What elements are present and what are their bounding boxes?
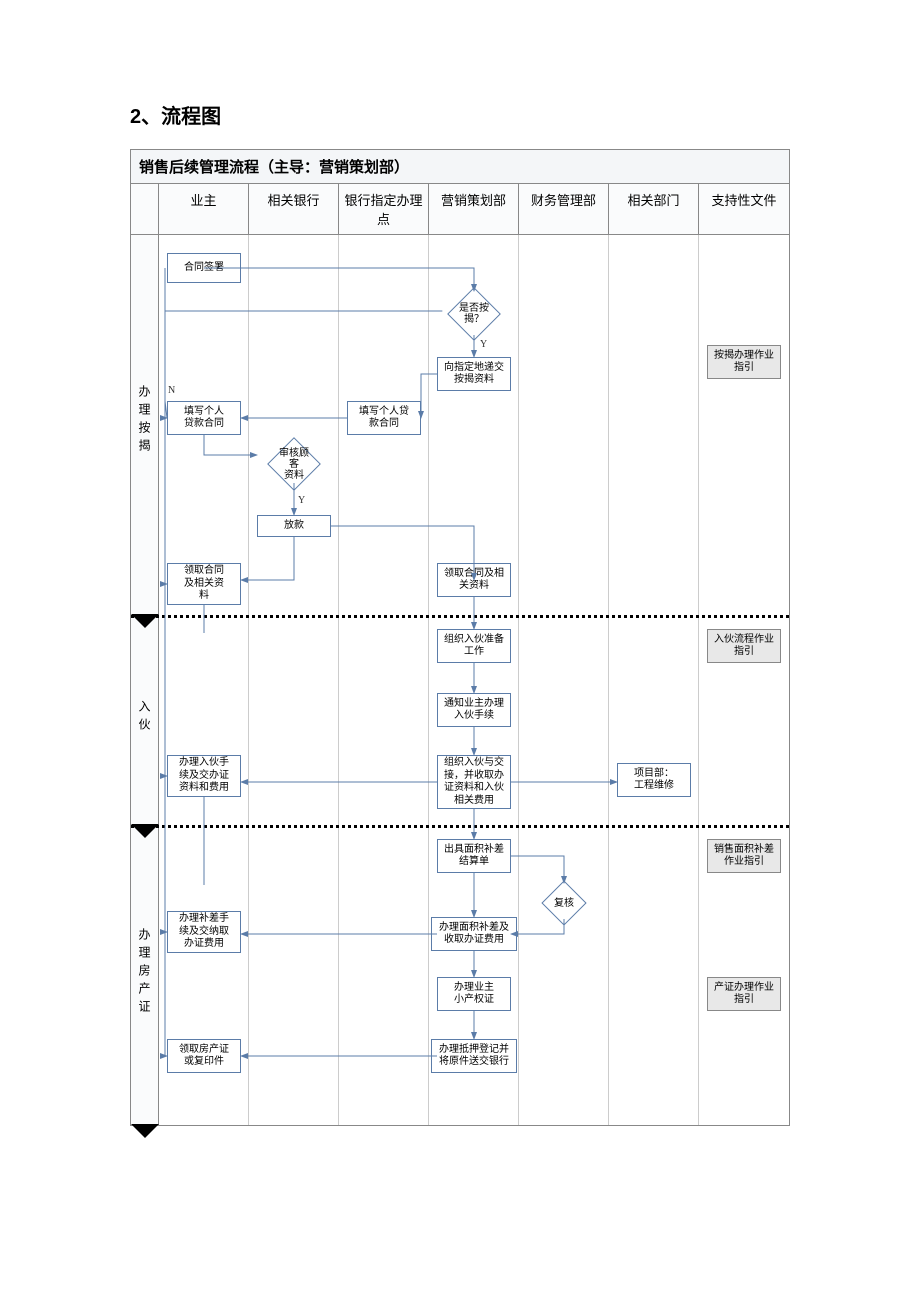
flow-decision: 是否按 揭？ (455, 295, 493, 333)
flow-step: 填写个人 贷款合同 (167, 401, 241, 435)
col-header: 业主 (159, 184, 249, 234)
support-doc: 入伙流程作业 指引 (707, 629, 781, 663)
flow-step: 办理抵押登记并 将原件送交银行 (431, 1039, 517, 1073)
phase-header: 办理按揭 (131, 235, 159, 615)
col-header: 支持性文件 (699, 184, 789, 234)
flow-step: 出具面积补差 结算单 (437, 839, 511, 873)
flow-step: 项目部： 工程维修 (617, 763, 691, 797)
flow-step: 填写个人贷 款合同 (347, 401, 421, 435)
col-header: 相关部门 (609, 184, 699, 234)
swimlane-body: 办理按揭入伙办理房产证 合同签署是否按 揭？ 向指定地递交 按揭资料填写个人贷 款合… (131, 235, 789, 1125)
flow-step: 合同签署 (167, 253, 241, 283)
header-corner (131, 184, 159, 234)
col-header: 营销策划部 (429, 184, 519, 234)
flow-step: 领取合同及相 关资料 (437, 563, 511, 597)
col-header: 财务管理部 (519, 184, 609, 234)
phase-header: 办理房产证 (131, 828, 159, 1125)
flow-decision: 审核顾客 资料 (275, 445, 313, 483)
flow-step: 办理业主 小产权证 (437, 977, 511, 1011)
flow-step: 组织入伙与交 接，并收取办 证资料和入伙 相关费用 (437, 755, 511, 809)
flowchart-container: 销售后续管理流程（主导：营销策划部） 业主 相关银行 银行指定办理点 营销策划部… (130, 149, 790, 1126)
edge-label: Y (298, 495, 305, 506)
chart-title: 销售后续管理流程（主导：营销策划部） (131, 150, 789, 184)
flow-step: 组织入伙准备 工作 (437, 629, 511, 663)
flow-step: 通知业主办理 入伙手续 (437, 693, 511, 727)
column-headers: 业主 相关银行 银行指定办理点 营销策划部 财务管理部 相关部门 支持性文件 (131, 184, 789, 235)
edge-label: N (168, 385, 175, 396)
edge-label: Y (480, 339, 487, 350)
section-heading: 2、流程图 (130, 100, 790, 129)
flow-step: 领取合同 及相关资 料 (167, 563, 241, 605)
flow-step: 领取房产证 或复印件 (167, 1039, 241, 1073)
flow-step: 办理入伙手 续及交办证 资料和费用 (167, 755, 241, 797)
support-doc: 销售面积补差 作业指引 (707, 839, 781, 873)
col-header: 相关银行 (249, 184, 339, 234)
phase-header: 入伙 (131, 618, 159, 825)
flow-step: 向指定地递交 按揭资料 (437, 357, 511, 391)
flow-step: 办理面积补差及 收取办证费用 (431, 917, 517, 951)
flow-decision: 复核 (548, 887, 580, 919)
support-doc: 按揭办理作业 指引 (707, 345, 781, 379)
flow-step: 办理补差手 续及交纳取 办证费用 (167, 911, 241, 953)
support-doc: 产证办理作业 指引 (707, 977, 781, 1011)
flow-step: 放款 (257, 515, 331, 537)
col-header: 银行指定办理点 (339, 184, 429, 234)
